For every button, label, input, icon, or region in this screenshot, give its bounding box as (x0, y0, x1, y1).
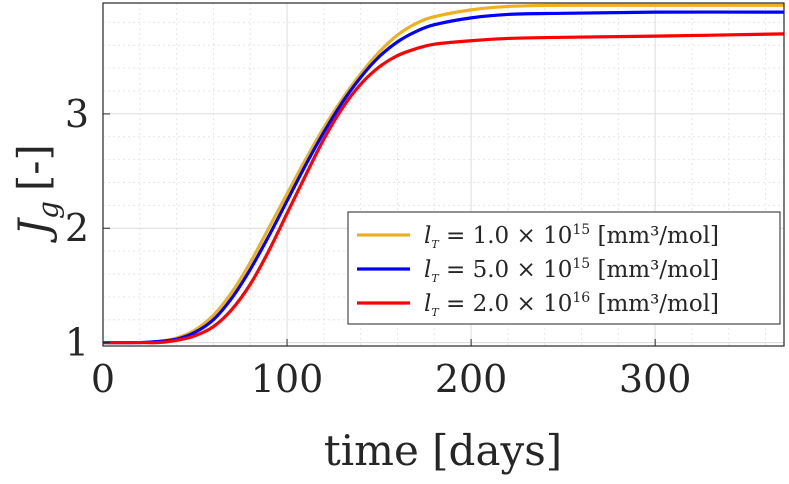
x-axis-label: time [days] (324, 426, 562, 475)
legend: lT = 1.0 × 1015 [mm³/mol] lT = 5.0 × 1015… (347, 211, 781, 325)
y-tick-label: 2 (65, 206, 89, 250)
legend-label: lT = 2.0 × 1016 [mm³/mol] (424, 290, 719, 319)
x-tick-label: 300 (619, 357, 692, 401)
legend-entry-2: lT = 5.0 × 1015 [mm³/mol] (357, 256, 719, 285)
x-tick-label: 200 (435, 357, 508, 401)
y-tick-label: 1 (65, 321, 89, 365)
y-axis-label-suffix: [-] (9, 144, 58, 191)
y-axis-label-subscript: g (32, 201, 65, 219)
y-axis-label-symbol: J (9, 217, 58, 244)
series-lines (103, 3, 784, 345)
legend-label: lT = 1.0 × 1015 [mm³/mol] (424, 222, 719, 251)
legend-entry-3: lT = 2.0 × 1016 [mm³/mol] (357, 290, 719, 319)
legend-box (347, 211, 781, 325)
y-tick-label: 3 (65, 92, 89, 136)
series-line-2 (103, 10, 784, 345)
series-line-1 (103, 3, 784, 345)
legend-entry-1: lT = 1.0 × 1015 [mm³/mol] (357, 222, 719, 251)
tick-labels: 0 100 200 300 1 2 3 (65, 92, 692, 401)
x-tick-label: 100 (251, 357, 324, 401)
y-axis-label: Jg [-] (9, 144, 65, 244)
x-tick-label: 0 (91, 357, 115, 401)
legend-label: lT = 5.0 × 1015 [mm³/mol] (424, 256, 719, 285)
series-line-3 (103, 32, 784, 345)
plot-frame (102, 2, 785, 347)
